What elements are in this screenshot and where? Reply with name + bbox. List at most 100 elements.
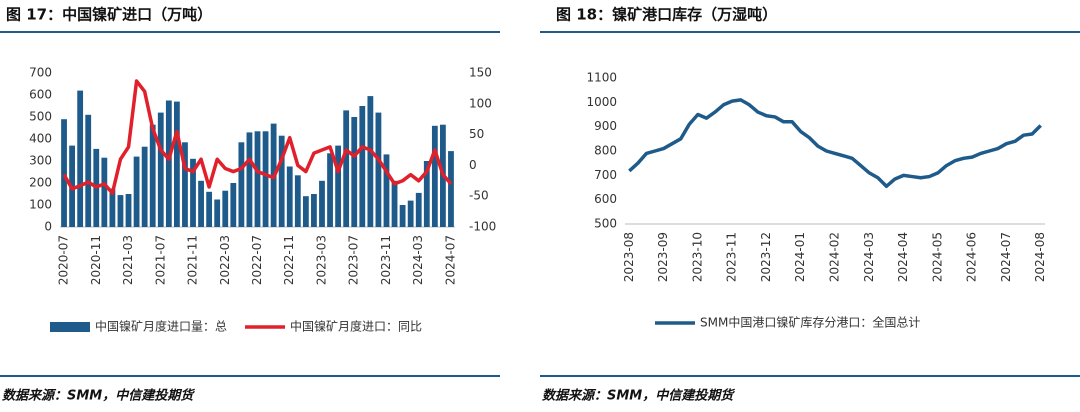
- bar: [262, 131, 269, 227]
- x-tick-label: 2023-09: [656, 232, 670, 282]
- y-tick-label: 600: [594, 192, 617, 206]
- y2-tick-label: 150: [469, 66, 492, 80]
- bar: [173, 101, 180, 227]
- x-tick-label: 2023-11: [725, 232, 739, 282]
- bar: [198, 180, 204, 227]
- legend-label: 中国镍矿月度进口量：总: [95, 319, 227, 334]
- x-tick-label: 2024-03: [862, 232, 876, 282]
- x-tick-label: 2022-11: [282, 235, 296, 285]
- y-tick-label: 500: [594, 217, 617, 231]
- bar: [246, 132, 253, 227]
- bar: [391, 180, 398, 227]
- bar: [383, 154, 390, 227]
- chart-title: 图 17：中国镍矿进口（万吨）: [6, 6, 212, 24]
- bar: [375, 112, 382, 227]
- y-tick-label: 1000: [586, 95, 617, 109]
- bar: [61, 119, 67, 227]
- x-tick-label: 2023-08: [622, 232, 636, 282]
- y-tick-label: 800: [594, 144, 617, 158]
- bar: [415, 192, 422, 227]
- bar: [254, 131, 261, 227]
- bar: [319, 180, 325, 227]
- bar: [206, 191, 213, 227]
- x-tick-label: 2023-12: [759, 232, 773, 282]
- bar: [286, 166, 293, 227]
- y-tick-label: 400: [29, 132, 52, 146]
- y2-tick-label: -100: [469, 220, 496, 234]
- bar: [222, 190, 229, 227]
- x-tick-label: 2024-01: [793, 232, 807, 282]
- bar: [302, 196, 309, 227]
- line: [62, 79, 453, 195]
- bar: [101, 157, 108, 227]
- x-tick-label: 2023-03: [314, 235, 328, 285]
- bar: [165, 100, 172, 227]
- y-tick-label: 700: [594, 168, 617, 182]
- bar: [311, 194, 317, 227]
- y-tick-label: 0: [44, 220, 52, 234]
- x-tick-label: 2024-04: [896, 232, 910, 282]
- source: 数据来源：SMM，中信建投期货: [542, 388, 735, 404]
- x-tick-label: 2024-03: [411, 235, 425, 285]
- bar: [399, 205, 406, 227]
- bar: [214, 199, 221, 227]
- line: [628, 98, 1042, 189]
- y2-tick-label: 50: [469, 127, 484, 141]
- y-tick-label: 600: [29, 88, 52, 102]
- bar: [85, 114, 92, 227]
- bar: [294, 175, 301, 227]
- bar: [423, 161, 430, 227]
- legend-label: 中国镍矿月度进口：同比: [290, 319, 422, 334]
- bar: [335, 145, 342, 227]
- y2-tick-label: 100: [469, 96, 492, 110]
- bar: [448, 151, 454, 227]
- x-tick-label: 2023-10: [690, 232, 704, 282]
- x-tick-label: 2020-11: [89, 235, 103, 285]
- x-tick-label: 2024-07: [443, 235, 457, 285]
- bar: [77, 90, 84, 227]
- bar: [351, 117, 358, 227]
- bar: [367, 96, 374, 227]
- x-tick-label: 2021-03: [121, 235, 135, 285]
- bar: [343, 110, 350, 227]
- source: 数据来源：SMM，中信建投期货: [2, 388, 195, 404]
- x-tick-label: 2020-07: [57, 235, 71, 285]
- y-tick-label: 500: [29, 110, 52, 124]
- bar: [278, 135, 285, 227]
- x-tick-label: 2021-11: [186, 235, 200, 285]
- x-tick-label: 2023-11: [379, 235, 393, 285]
- x-tick-label: 2024-06: [965, 232, 979, 282]
- bar: [407, 200, 414, 227]
- bar: [141, 146, 148, 227]
- x-tick-label: 2022-07: [250, 235, 264, 285]
- x-tick-label: 2024-07: [999, 232, 1013, 282]
- y-tick-label: 700: [29, 66, 52, 80]
- bar: [190, 158, 196, 227]
- x-tick-label: 2024-05: [930, 232, 944, 282]
- bar: [117, 195, 124, 227]
- y-tick-label: 200: [29, 176, 52, 190]
- bar: [230, 183, 237, 227]
- y-tick-label: 900: [594, 119, 617, 133]
- x-tick-label: 2023-07: [347, 235, 361, 285]
- chart-title: 图 18：镍矿港口库存（万湿吨）: [556, 6, 777, 24]
- x-tick-label: 2022-03: [218, 235, 232, 285]
- y-tick-label: 300: [29, 154, 52, 168]
- y-tick-label: 100: [29, 198, 52, 212]
- y-tick-label: 1100: [586, 71, 617, 85]
- bar: [182, 142, 188, 227]
- bar: [327, 153, 333, 227]
- bar: [359, 106, 366, 227]
- legend-label: SMM中国港口镍矿库存分港口：全国总计: [700, 315, 920, 330]
- y2-tick-label: 0: [469, 158, 477, 172]
- bar: [133, 156, 140, 227]
- bar: [238, 142, 245, 227]
- legend-swatch: [50, 322, 90, 332]
- bar: [125, 194, 132, 227]
- bar: [431, 125, 438, 227]
- x-tick-label: 2024-02: [828, 232, 842, 282]
- x-tick-label: 2021-07: [153, 235, 167, 285]
- x-tick-label: 2024-08: [1033, 232, 1047, 282]
- bar: [149, 124, 156, 227]
